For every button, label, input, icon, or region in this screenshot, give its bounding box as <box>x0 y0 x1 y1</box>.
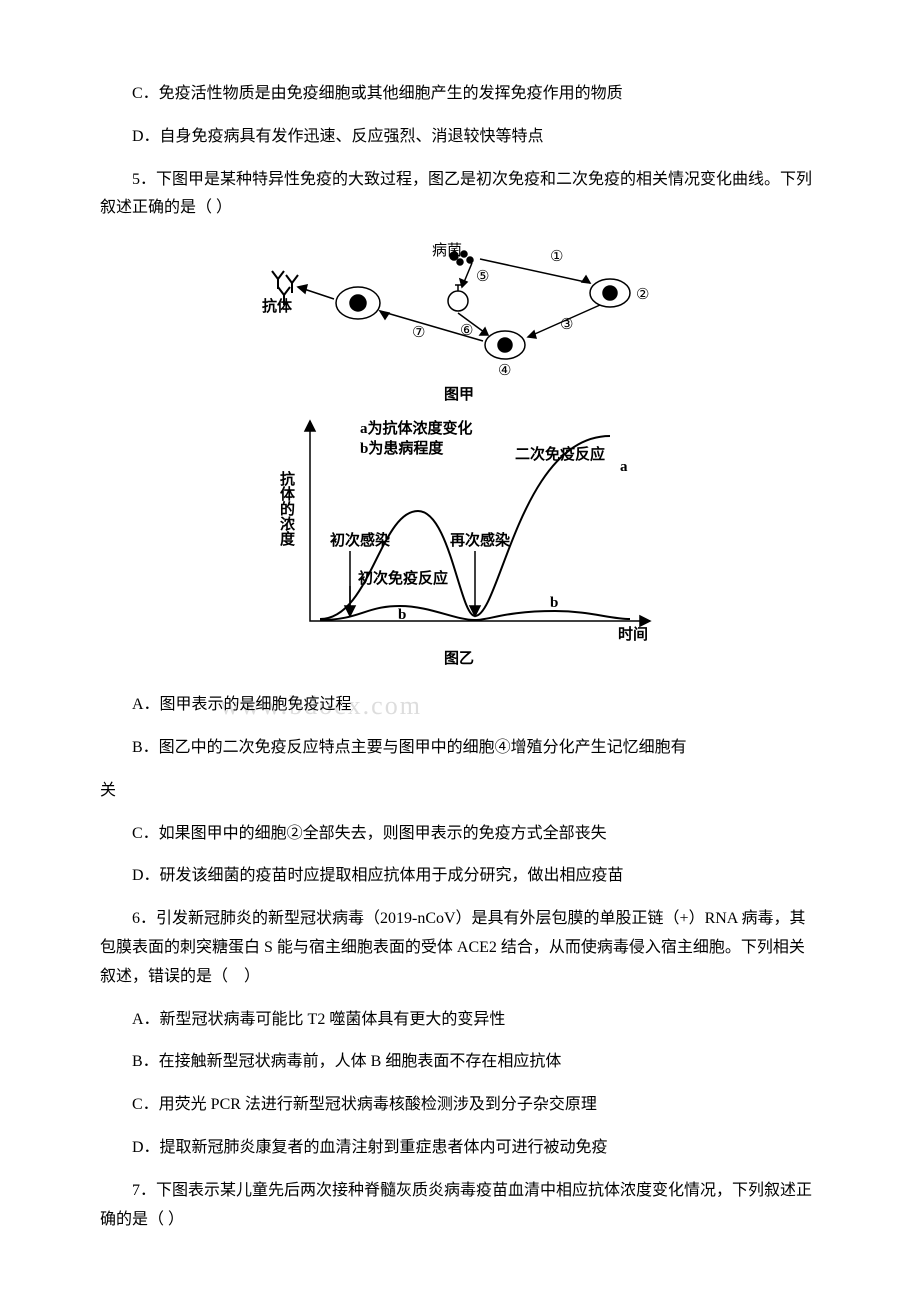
circled-7: ⑦ <box>412 325 425 341</box>
figure-jia: 病菌 ① ② ③ ④ ⑤ ⑥ ⑦ 抗体 图甲 <box>250 241 670 411</box>
circled-6: ⑥ <box>460 323 473 339</box>
q5-option-a: A．图甲表示的是细胞免疫过程 <box>100 691 820 720</box>
q6-stem: 6．引发新冠肺炎的新型冠状病毒（2019-nCoV）是具有外层包膜的单股正链（+… <box>100 905 820 991</box>
legend-a: a为抗体浓度变化 <box>360 419 473 437</box>
q5-option-c: C．如果图甲中的细胞②全部失去，则图甲表示的免疫方式全部丧失 <box>100 820 820 849</box>
circled-1: ① <box>550 249 563 265</box>
legend-b: b为患病程度 <box>360 439 444 457</box>
mark-b1: b <box>398 607 406 623</box>
fig-jia-caption: 图甲 <box>444 386 474 403</box>
q4-option-c: C．免疫活性物质是由免疫细胞或其他细胞产生的发挥免疫作用的物质 <box>100 80 820 109</box>
yaxis-label: 抗体的浓度 <box>278 470 295 547</box>
q5-figures: 病菌 ① ② ③ ④ ⑤ ⑥ ⑦ 抗体 图甲 <box>250 241 670 671</box>
circled-3: ③ <box>560 317 573 333</box>
q6-option-b: B．在接触新型冠状病毒前，人体 B 细胞表面不存在相应抗体 <box>100 1048 820 1077</box>
q7-stem: 7．下图表示某儿童先后两次接种脊髓灰质炎病毒疫苗血清中相应抗体浓度变化情况，下列… <box>100 1177 820 1235</box>
label-primary-infection: 初次感染 <box>330 531 391 549</box>
label-secondary: 二次免疫反应 <box>515 445 605 463</box>
label-antibody: 抗体 <box>262 297 293 315</box>
q5-option-b-line1: B．图乙中的二次免疫反应特点主要与图甲中的细胞④增殖分化产生记忆细胞有 <box>100 734 820 763</box>
q6-option-d: D．提取新冠肺炎康复者的血清注射到重症患者体内可进行被动免疫 <box>100 1134 820 1163</box>
q6-option-a: A．新型冠状病毒可能比 T2 噬菌体具有更大的变异性 <box>100 1006 820 1035</box>
q4-option-d: D．自身免疫病具有发作迅速、反应强烈、消退较快等特点 <box>100 123 820 152</box>
label-primary-response: 初次免疫反应 <box>358 569 448 587</box>
circled-2: ② <box>636 287 649 303</box>
circled-5: ⑤ <box>476 269 489 285</box>
q6-option-c: C．用荧光 PCR 法进行新型冠状病毒核酸检测涉及到分子杂交原理 <box>100 1091 820 1120</box>
xaxis-label: 时间 <box>618 625 648 643</box>
q5-stem: 5．下图甲是某种特异性免疫的大致过程，图乙是初次免疫和二次免疫的相关情况变化曲线… <box>100 166 820 224</box>
circled-4: ④ <box>498 363 511 379</box>
fig-yi-caption: 图乙 <box>444 650 474 667</box>
label-re-infection: 再次感染 <box>450 531 511 549</box>
label-pathogen: 病菌 <box>432 242 462 259</box>
mark-b2: b <box>550 595 558 611</box>
q5-option-b-line2: 关 <box>100 777 820 806</box>
mark-a: a <box>620 459 628 475</box>
figure-yi: 抗体的浓度 a为抗体浓度变化 b为患病程度 二次免疫反应 初次感染 再次感染 初… <box>250 411 670 671</box>
q5-option-d: D．研发该细菌的疫苗时应提取相应抗体用于成分研究，做出相应疫苗 <box>100 862 820 891</box>
